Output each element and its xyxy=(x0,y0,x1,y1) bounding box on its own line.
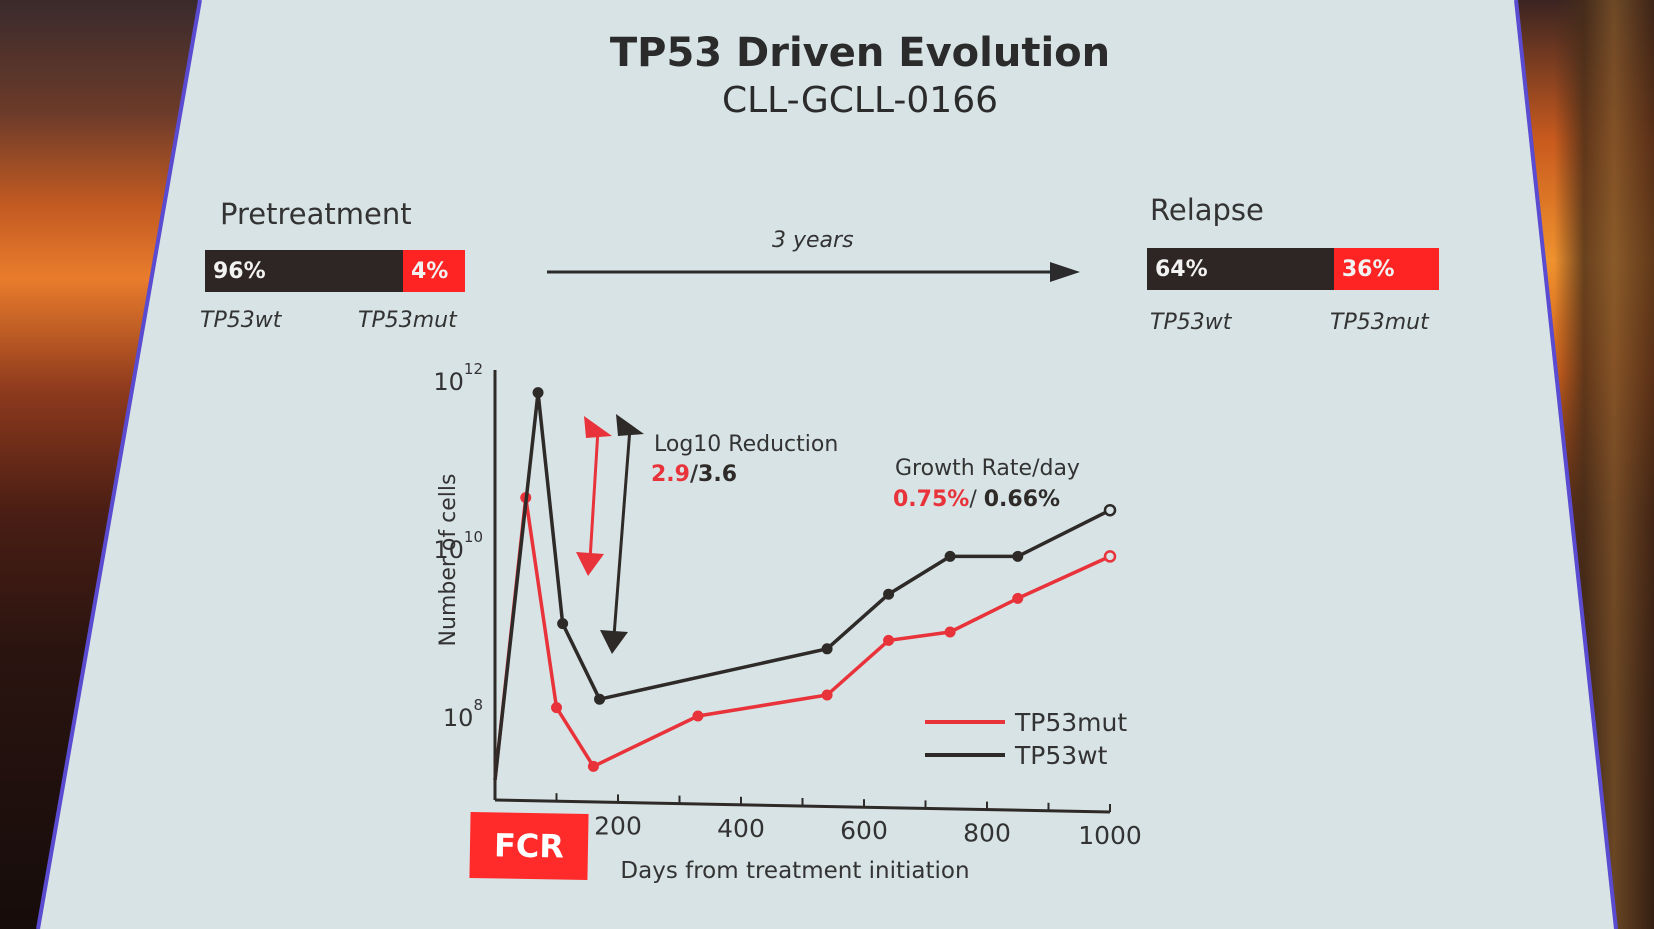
timeline-arrow xyxy=(547,262,1080,282)
pretreatment-mut-percent: 4% xyxy=(411,258,449,284)
relapse-wt-segment: 64% xyxy=(1147,248,1334,290)
log-reduction-values: 2.9/3.6 xyxy=(651,462,737,487)
point-TP53mut xyxy=(1012,592,1024,604)
log-reduction-arrows xyxy=(576,414,644,654)
y-tick-label: 1012 xyxy=(433,360,483,396)
pretreatment-wt-label: TP53wt xyxy=(200,308,282,333)
slide-panel xyxy=(38,0,1616,929)
point-TP53mut xyxy=(587,760,599,772)
pretreatment-mut-segment: 4% xyxy=(403,250,465,292)
x-tick-label: 1000 xyxy=(1078,821,1142,850)
y-tick-label: 1010 xyxy=(433,528,483,564)
point-TP53wt xyxy=(532,387,544,399)
relapse-mut-percent: 36% xyxy=(1341,256,1395,282)
point-TP53mut xyxy=(944,626,956,638)
legend-label-TP53wt: TP53wt xyxy=(1014,741,1108,770)
slide-subtitle: CLL-GCLL-0166 xyxy=(721,80,999,121)
point-TP53mut xyxy=(1103,550,1117,563)
chart-axes: 200 400 600 800 1000 108 1010 1012 xyxy=(433,360,1141,850)
point-TP53mut xyxy=(692,710,704,722)
point-TP53wt xyxy=(594,693,606,705)
log-reduction-mut: 2.9 xyxy=(651,462,690,487)
relapse-wt-percent: 64% xyxy=(1155,256,1208,282)
slide-title: TP53 Driven Evolution xyxy=(609,30,1111,76)
y-tick-label: 108 xyxy=(443,696,483,732)
point-TP53wt xyxy=(883,588,895,600)
point-TP53mut xyxy=(821,689,833,701)
chart-series xyxy=(493,387,1117,781)
growth-rate-values: 0.75%/ 0.66% xyxy=(893,487,1060,512)
series-line-TP53mut xyxy=(493,495,1111,781)
x-tick-label: 600 xyxy=(840,816,888,845)
relapse-mut-label: TP53mut xyxy=(1330,310,1429,335)
x-tick-label: 400 xyxy=(717,814,765,843)
pretreatment-bar: 96% 4% xyxy=(205,250,465,292)
relapse-mut-segment: 36% xyxy=(1333,248,1439,290)
x-tick-label: 200 xyxy=(594,811,642,840)
point-TP53mut xyxy=(883,634,895,646)
log-reduction-sep: / xyxy=(690,462,699,487)
growth-rate-label: Growth Rate/day xyxy=(895,456,1080,481)
legend-label-TP53mut: TP53mut xyxy=(1014,708,1127,737)
growth-rate-wt: 0.66% xyxy=(984,487,1060,512)
point-TP53wt xyxy=(821,643,833,655)
relapse-bar: 64% 36% xyxy=(1147,248,1439,290)
y-axis-label: Number of cells xyxy=(436,474,461,647)
pretreatment-wt-percent: 96% xyxy=(213,258,266,284)
pretreatment-mut-label: TP53mut xyxy=(358,308,457,333)
point-TP53wt xyxy=(1103,503,1117,517)
log-reduction-label: Log10 Reduction xyxy=(654,432,838,457)
point-TP53wt xyxy=(1012,550,1024,562)
point-TP53wt xyxy=(557,618,569,630)
timeline-label: 3 years xyxy=(772,228,854,253)
x-axis-label: Days from treatment initiation xyxy=(620,858,969,884)
relapse-wt-label: TP53wt xyxy=(1150,310,1232,335)
relapse-heading: Relapse xyxy=(1150,193,1264,227)
log-reduction-wt: 3.6 xyxy=(698,462,737,487)
point-TP53mut xyxy=(551,702,562,714)
growth-rate-mut: 0.75% xyxy=(893,487,969,512)
growth-rate-sep: / xyxy=(969,487,983,512)
point-TP53wt xyxy=(944,550,956,562)
x-tick-label: 800 xyxy=(963,819,1011,848)
chart-legend: TP53mut TP53wt xyxy=(925,708,1127,770)
pretreatment-wt-segment: 96% xyxy=(205,250,403,292)
fcr-treatment-badge: FCR xyxy=(469,811,589,881)
pretreatment-heading: Pretreatment xyxy=(220,197,412,231)
